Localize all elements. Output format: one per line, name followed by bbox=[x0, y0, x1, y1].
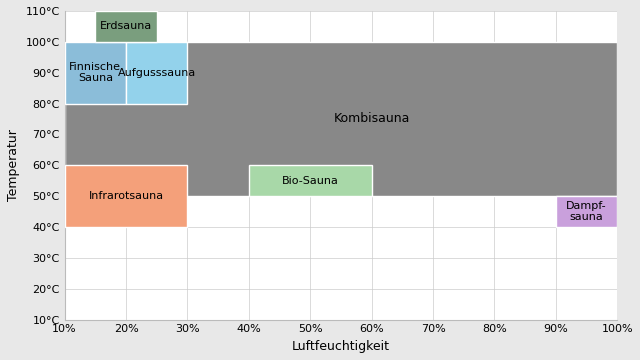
Text: Infrarotsauna: Infrarotsauna bbox=[88, 191, 164, 201]
Y-axis label: Temperatur: Temperatur bbox=[7, 129, 20, 201]
Text: Kombisauna: Kombisauna bbox=[333, 112, 410, 126]
Bar bbox=[65, 42, 126, 104]
Bar bbox=[95, 11, 157, 42]
Text: Finnische
Sauna: Finnische Sauna bbox=[69, 62, 122, 84]
Bar bbox=[65, 165, 188, 227]
X-axis label: Luftfeuchtigkeit: Luftfeuchtigkeit bbox=[292, 340, 390, 353]
Bar bbox=[126, 42, 188, 104]
Bar bbox=[65, 42, 617, 196]
Bar bbox=[556, 196, 617, 227]
Text: Bio-Sauna: Bio-Sauna bbox=[282, 176, 339, 186]
Text: Aufgusssauna: Aufgusssauna bbox=[118, 68, 196, 78]
Bar bbox=[249, 165, 372, 196]
Text: Dampf-
sauna: Dampf- sauna bbox=[566, 201, 607, 222]
Text: Erdsauna: Erdsauna bbox=[100, 21, 152, 31]
